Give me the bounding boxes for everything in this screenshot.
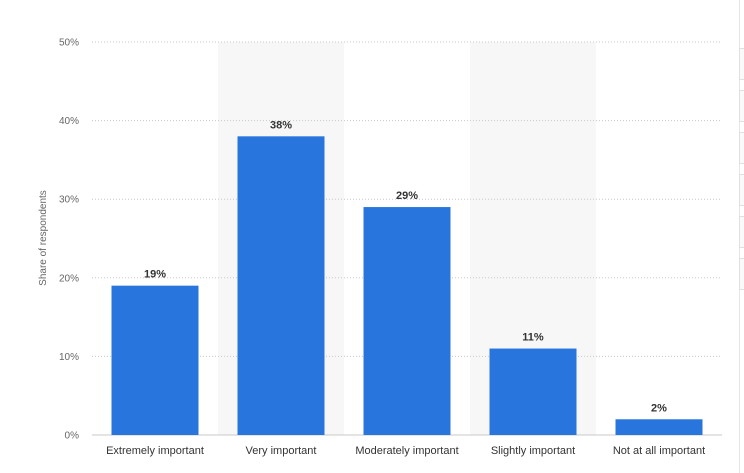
category-labels: Extremely important Very important Moderat…	[106, 445, 705, 457]
data-label: 38%	[270, 119, 292, 131]
bars	[111, 136, 703, 435]
side-panel	[739, 0, 744, 473]
y-tick-label: 40%	[59, 116, 79, 127]
data-labels: 19% 38% 29% 11% 2%	[144, 119, 667, 414]
category-label: Slightly important	[491, 445, 575, 457]
y-axis-ticks: 0% 10% 20% 30% 40% 50%	[59, 38, 79, 442]
y-tick-label: 50%	[59, 38, 79, 49]
data-label: 2%	[651, 402, 667, 414]
data-label: 29%	[396, 190, 418, 202]
data-label: 11%	[522, 332, 544, 344]
category-label: Extremely important	[106, 445, 204, 457]
category-label: Not at all important	[613, 445, 705, 457]
bar[interactable]	[489, 348, 577, 435]
bar[interactable]	[111, 285, 199, 435]
side-tab[interactable]	[739, 216, 744, 248]
bar[interactable]	[615, 419, 703, 435]
side-tab[interactable]	[739, 132, 744, 164]
side-tab[interactable]	[739, 258, 744, 290]
side-tab[interactable]	[739, 174, 744, 206]
bar[interactable]	[237, 136, 325, 435]
y-tick-label: 30%	[59, 195, 79, 206]
y-tick-label: 0%	[65, 431, 80, 442]
category-label: Moderately important	[355, 445, 458, 457]
bar[interactable]	[363, 207, 451, 435]
side-tab[interactable]	[739, 48, 744, 80]
y-axis-label: Share of respondents	[38, 190, 49, 286]
y-tick-label: 20%	[59, 273, 79, 284]
y-tick-label: 10%	[59, 352, 79, 363]
data-label: 19%	[144, 269, 166, 281]
side-tab[interactable]	[739, 90, 744, 122]
category-label: Very important	[246, 445, 317, 457]
